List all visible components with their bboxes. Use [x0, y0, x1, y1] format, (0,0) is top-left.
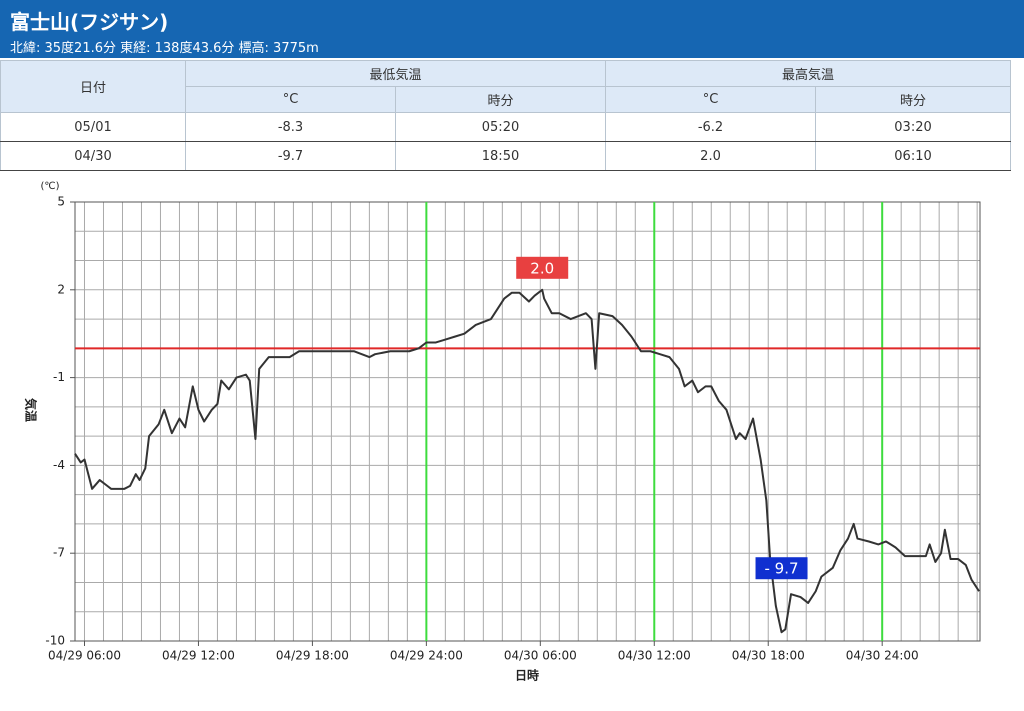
title: 富士山(フジサン): [10, 10, 169, 34]
cell: -6.2: [605, 112, 817, 142]
cell: 06:10: [815, 141, 1012, 171]
annotation-box: [755, 557, 808, 580]
y-tick-label: -1: [53, 370, 65, 384]
cell: 18:50: [394, 141, 607, 171]
cell: °C: [605, 86, 817, 113]
y-tick-label: -7: [53, 546, 65, 560]
cell: 最高気温: [605, 60, 1012, 87]
x-tick-label: 04/29 06:00: [48, 649, 121, 663]
row: 05/01 -8.3 05:20 -6.2 03:20: [0, 112, 1012, 142]
annotation-label: - 9.7: [765, 560, 799, 578]
header-row: °C 時分 °C 時分: [1, 86, 1012, 113]
cell: 日付: [0, 60, 186, 113]
cell: 04/30: [0, 141, 186, 171]
annotation-box: [516, 256, 569, 279]
x-tick-label: 04/29 24:00: [390, 649, 463, 663]
y-tick-label: -4: [53, 458, 65, 472]
cell: 時分: [394, 86, 607, 113]
cell: 05:20: [394, 112, 607, 142]
cell: °C: [185, 86, 396, 113]
subtitle: 北緯: 35度21.6分 東経: 138度43.6分 標高: 3775m: [10, 41, 319, 56]
cell: -9.7: [185, 141, 396, 171]
x-tick-label: 04/29 12:00: [162, 649, 235, 663]
cell: 03:20: [815, 112, 1012, 142]
x-tick-label: 04/30 24:00: [846, 649, 919, 663]
x-tick-label: 04/30 12:00: [618, 649, 691, 663]
cell: 2.0: [605, 141, 817, 171]
y-tick-label: 5: [57, 195, 65, 209]
x-tick-label: 04/30 18:00: [732, 649, 805, 663]
y-tick-label: 2: [57, 282, 65, 296]
row: 04/30 -9.7 18:50 2.0 06:10: [0, 141, 1012, 171]
x-tick-label: 04/30 06:00: [504, 649, 577, 663]
cell: -8.3: [185, 112, 396, 142]
cell: 最低気温: [184, 60, 607, 87]
y-tick-label: -10: [45, 634, 65, 648]
x-axis-label: 日時: [515, 668, 539, 683]
x-tick-label: 04/29 18:00: [276, 649, 349, 663]
annotation-label: 2.0: [530, 259, 554, 277]
y-axis-label: 気温: [24, 398, 39, 422]
cell: 05/01: [0, 112, 186, 142]
y-unit: (℃): [40, 181, 59, 192]
temp-table: 日付 最低気温 最高気温 °C 時分 °C 時分 05/01 -8.3 05:20-…: [0, 60, 1012, 171]
header: 富士山(フジサン) 北緯: 35度21.6分 東経: 138度43.6分 標高:…: [0, 0, 1024, 58]
line: [74, 288, 980, 634]
cell: 時分: [815, 86, 1012, 113]
header-row: 日付 最低気温 最高気温: [0, 60, 1012, 113]
plot-frame: [74, 201, 981, 642]
